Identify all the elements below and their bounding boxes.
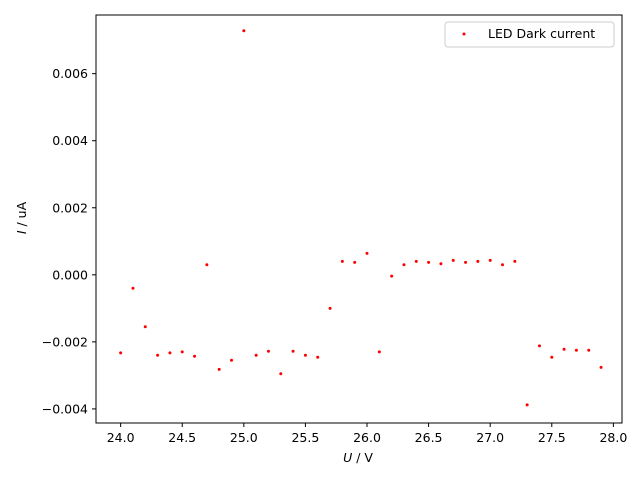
data-point [599,365,603,369]
x-axis-label: U / V [343,450,373,465]
data-point [131,286,135,290]
y-tick-label: 0.002 [52,200,88,215]
legend-label: LED Dark current [488,26,595,41]
data-point [217,367,221,371]
data-point [353,260,357,264]
legend-box [444,21,615,48]
x-tick-label: 25.0 [230,430,258,445]
data-point [451,258,455,262]
x-axis-variable: U [343,450,352,465]
data-points [119,29,603,407]
data-point [254,353,258,357]
data-point [562,347,566,351]
legend: LED Dark current [444,21,615,48]
y-tick-label: 0.006 [52,66,88,81]
data-point [266,349,270,353]
y-axis-ticks: −0.004 −0.002 0.000 0.002 0.004 0.006 [42,66,96,416]
data-point [230,358,234,362]
y-axis-unit: / uA [14,201,29,230]
data-point [550,355,554,359]
y-tick-label: −0.002 [42,334,88,349]
data-point [377,350,381,354]
data-point [464,260,468,264]
data-point [291,349,295,353]
data-point [303,353,307,357]
data-point [525,403,529,407]
x-tick-label: 25.5 [291,430,319,445]
y-tick-label: 0.004 [52,133,88,148]
data-point [402,263,406,267]
data-point [476,259,480,263]
data-point [180,350,184,354]
data-point [316,355,320,359]
legend-marker [462,32,466,36]
y-axis-label: I / uA [14,201,29,234]
data-point [513,259,517,263]
data-point [414,259,418,263]
data-point [501,263,505,267]
data-point [242,29,246,33]
x-tick-label: 26.5 [415,430,443,445]
data-point [340,259,344,263]
data-point [488,258,492,262]
x-tick-label: 27.5 [538,430,566,445]
x-tick-label: 28.0 [599,430,627,445]
data-point [574,348,578,352]
data-point [119,351,123,355]
x-tick-label: 24.5 [168,430,196,445]
x-tick-label: 27.0 [476,430,504,445]
data-point [390,274,394,278]
data-point [537,344,541,348]
data-point [365,251,369,255]
data-point [143,325,147,329]
data-point [193,354,197,358]
data-point [156,353,160,357]
y-tick-label: 0.000 [52,267,88,282]
x-axis-unit: / V [352,450,373,465]
data-point [587,348,591,352]
y-tick-label: −0.004 [42,401,88,416]
plot-frame [95,14,623,424]
data-point [427,260,431,264]
x-tick-label: 24.0 [107,430,135,445]
x-tick-label: 26.0 [353,430,381,445]
x-axis-ticks: 24.0 24.5 25.0 25.5 26.0 26.5 27.0 27.5 28.0 [107,423,627,445]
data-point [205,263,209,267]
data-point [439,262,443,266]
y-axis-variable: I [14,230,29,234]
data-point [279,372,283,376]
data-point [328,306,332,310]
data-point [168,351,172,355]
